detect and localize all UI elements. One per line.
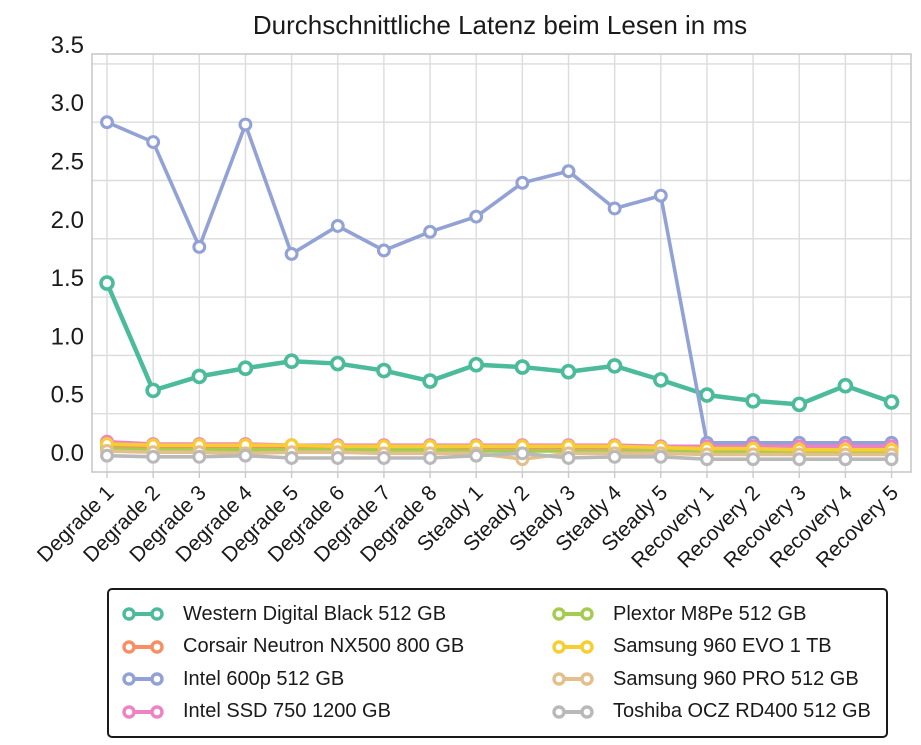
legend-label: Samsung 960 EVO 1 TB (613, 635, 832, 658)
y-tick-label: 3.5 (51, 32, 84, 59)
legend-marker-icon (122, 705, 164, 719)
data-point-western-digital-black-512-gb (514, 359, 531, 375)
data-point-toshiba-ocz-rd400-512-gb (607, 449, 622, 464)
y-tick-label: 1.5 (51, 265, 84, 292)
data-point-intel-600p-512-gb (653, 188, 668, 203)
data-point-western-digital-black-512-gb (560, 363, 577, 380)
y-tick-label: 3.0 (51, 90, 84, 117)
plot-border (91, 53, 912, 473)
legend-item-western-digital-black-512-gb: Western Digital Black 512 GB (120, 603, 550, 626)
legend-marker-icon (552, 705, 594, 719)
data-point-western-digital-black-512-gb (837, 377, 854, 394)
legend-label: Corsair Neutron NX500 800 GB (183, 635, 465, 658)
data-point-intel-600p-512-gb (607, 201, 622, 216)
legend-marker-icon (552, 672, 594, 686)
data-point-intel-600p-512-gb (100, 115, 114, 130)
data-point-toshiba-ocz-rd400-512-gb (792, 452, 807, 467)
data-point-toshiba-ocz-rd400-512-gb (238, 448, 253, 463)
legend-item-corsair-neutron-nx500-800-gb: Corsair Neutron NX500 800 GB (120, 635, 550, 658)
series-line-plextor-m8pe-512-gb (105, 446, 894, 454)
data-point-toshiba-ocz-rd400-512-gb (284, 451, 299, 465)
data-point-western-digital-black-512-gb (237, 360, 254, 377)
data-point-toshiba-ocz-rd400-512-gb (699, 452, 714, 467)
data-point-western-digital-black-512-gb (745, 393, 761, 409)
data-point-western-digital-black-512-gb (99, 275, 115, 291)
data-point-toshiba-ocz-rd400-512-gb (884, 452, 899, 467)
data-point-western-digital-black-512-gb (376, 362, 392, 379)
data-point-western-digital-black-512-gb (283, 353, 300, 370)
y-tick-label: 2.5 (51, 149, 84, 176)
chart-legend: Western Digital Black 512 GB Corsair Neut… (107, 588, 888, 738)
data-point-toshiba-ocz-rd400-512-gb (746, 452, 761, 467)
data-point-intel-600p-512-gb (515, 175, 530, 190)
data-point-western-digital-black-512-gb (468, 356, 485, 373)
legend-item-samsung-960-evo-1-tb: Samsung 960 EVO 1 TB (550, 635, 880, 658)
data-point-toshiba-ocz-rd400-512-gb (469, 448, 484, 463)
data-point-intel-600p-512-gb (376, 243, 391, 258)
data-point-toshiba-ocz-rd400-512-gb (330, 451, 345, 465)
legend-marker-icon (122, 640, 164, 654)
data-point-western-digital-black-512-gb (652, 372, 669, 388)
data-point-intel-600p-512-gb (423, 224, 437, 239)
data-point-toshiba-ocz-rd400-512-gb (515, 446, 530, 461)
data-point-intel-600p-512-gb (192, 240, 207, 254)
data-point-toshiba-ocz-rd400-512-gb (146, 449, 161, 464)
data-point-western-digital-black-512-gb (145, 382, 161, 399)
legend-marker-icon (552, 607, 594, 621)
series-layer (99, 115, 900, 467)
legend-item-intel-600p-512-gb: Intel 600p 512 GB (120, 668, 550, 691)
legend-label: Toshiba OCZ RD400 512 GB (613, 700, 871, 723)
data-point-western-digital-black-512-gb (606, 358, 623, 374)
legend-item-plextor-m8pe-512-gb: Plextor M8Pe 512 GB (550, 603, 880, 626)
data-point-western-digital-black-512-gb (791, 396, 808, 413)
data-point-western-digital-black-512-gb (329, 355, 346, 372)
line-chart: Durchschnittliche Latenz beim Lesen in m… (33, 10, 912, 573)
data-point-intel-600p-512-gb (284, 247, 299, 261)
legend-label: Western Digital Black 512 GB (183, 602, 447, 625)
y-tick-label: 2.0 (51, 207, 84, 234)
series-line-samsung-960-evo-1-tb (105, 442, 894, 452)
y-tick-label: 0.5 (51, 382, 84, 409)
data-point-toshiba-ocz-rd400-512-gb (838, 452, 853, 467)
chart-title: Durchschnittliche Latenz beim Lesen in m… (253, 10, 747, 40)
legend-marker-icon (122, 607, 164, 621)
data-point-intel-600p-512-gb (146, 135, 161, 149)
data-point-toshiba-ocz-rd400-512-gb (653, 449, 668, 464)
series-line-western-digital-black-512-gb (104, 280, 894, 407)
legend-label: Samsung 960 PRO 512 GB (613, 667, 859, 690)
data-point-western-digital-black-512-gb (191, 368, 208, 385)
legend-label: Intel 600p 512 GB (183, 667, 345, 690)
legend-item-toshiba-ocz-rd400-512-gb: Toshiba OCZ RD400 512 GB (550, 700, 880, 723)
legend-label: Intel SSD 750 1200 GB (183, 700, 391, 723)
legend-item-intel-ssd-750-1200-gb: Intel SSD 750 1200 GB (120, 700, 550, 723)
series-line-intel-600p-512-gb (105, 120, 894, 445)
y-tick-label: 0.0 (51, 440, 84, 467)
y-tick-label: 1.0 (51, 323, 84, 350)
data-point-intel-600p-512-gb (561, 164, 576, 179)
data-point-western-digital-black-512-gb (422, 373, 438, 389)
data-point-toshiba-ocz-rd400-512-gb (423, 451, 437, 465)
data-point-intel-600p-512-gb (238, 117, 253, 132)
legend-marker-icon (122, 672, 164, 686)
axis-layer (91, 53, 912, 478)
data-point-western-digital-black-512-gb (883, 394, 900, 410)
series-line-toshiba-ocz-rd400-512-gb (105, 451, 894, 461)
grid-layer (92, 54, 911, 472)
data-point-western-digital-black-512-gb (699, 387, 715, 403)
legend-marker-icon (552, 640, 594, 654)
data-point-toshiba-ocz-rd400-512-gb (100, 448, 114, 463)
data-point-toshiba-ocz-rd400-512-gb (376, 451, 391, 465)
data-point-intel-600p-512-gb (469, 209, 484, 224)
data-point-toshiba-ocz-rd400-512-gb (561, 451, 576, 465)
legend-item-samsung-960-pro-512-gb: Samsung 960 PRO 512 GB (550, 668, 880, 691)
data-point-toshiba-ocz-rd400-512-gb (192, 449, 207, 464)
legend-label: Plextor M8Pe 512 GB (613, 602, 807, 625)
data-point-intel-600p-512-gb (330, 219, 345, 233)
